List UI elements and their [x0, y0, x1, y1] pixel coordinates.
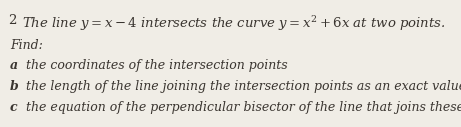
Text: a: a: [10, 59, 18, 72]
Text: the equation of the perpendicular bisector of the line that joins these points.: the equation of the perpendicular bisect…: [26, 101, 461, 114]
Text: Find:: Find:: [10, 39, 43, 52]
Text: The line $y=x-4$ intersects the curve $y=x^2+6x$ at two points.: The line $y=x-4$ intersects the curve $y…: [22, 14, 446, 33]
Text: the coordinates of the intersection points: the coordinates of the intersection poin…: [26, 59, 288, 72]
Text: b: b: [10, 80, 19, 93]
Text: c: c: [10, 101, 18, 114]
Text: 2: 2: [8, 14, 17, 27]
Text: the length of the line joining the intersection points as an exact value: the length of the line joining the inter…: [26, 80, 461, 93]
